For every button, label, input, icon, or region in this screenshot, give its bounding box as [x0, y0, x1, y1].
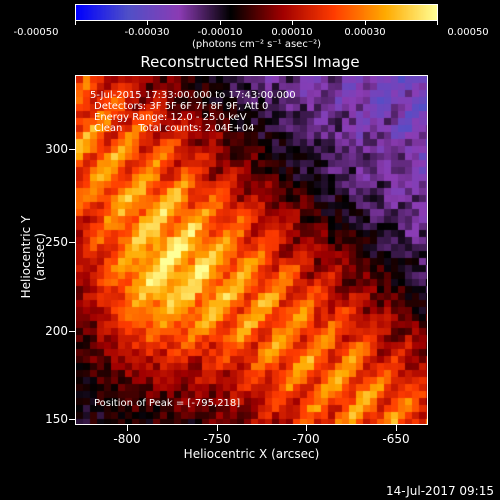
y-tick-label: 150 — [45, 412, 68, 426]
annotation-clean: Clean Total counts: 2.04E+04 — [94, 123, 255, 134]
colorbar-tick-label: -0.00010 — [197, 27, 243, 38]
colorbar-tick-label: 0.00010 — [271, 27, 313, 38]
colorbar-tick-label: 0.00050 — [447, 27, 489, 38]
x-tick — [217, 425, 218, 431]
x-tick — [127, 425, 128, 431]
annotation-peak: Position of Peak = [-795,218] — [94, 398, 241, 409]
y-tick — [69, 331, 75, 332]
y-tick-label: 300 — [45, 142, 68, 156]
colorbar-tick — [220, 21, 221, 25]
colorbar-tick-label: -0.00030 — [124, 27, 170, 38]
colorbar-tick — [147, 21, 148, 25]
colorbar-units: (photons cm⁻² s⁻¹ asec⁻²) — [191, 39, 322, 50]
y-tick-label: 200 — [45, 324, 68, 338]
y-tick — [69, 242, 75, 243]
colorbar-tick — [437, 21, 438, 25]
y-axis-label: Heliocentric Y (arcsec) — [19, 215, 47, 299]
timestamp-footer: 14-Jul-2017 09:15 — [385, 484, 494, 498]
x-tick-label: -650 — [382, 432, 410, 446]
colorbar-tick-label: -0.00050 — [13, 27, 59, 38]
y-tick-label: 250 — [45, 235, 68, 249]
colorbar — [75, 4, 438, 21]
colorbar-tick — [365, 21, 366, 25]
x-tick-label: -750 — [203, 432, 231, 446]
colorbar-tick — [75, 21, 76, 25]
y-tick — [69, 419, 75, 420]
heatmap-image — [76, 76, 427, 424]
annotation-time: 5-Jul-2015 17:33:00.000 to 17:43:00.000 — [90, 90, 296, 101]
x-tick — [306, 425, 307, 431]
x-tick-label: -700 — [292, 432, 320, 446]
x-tick-label: -800 — [113, 432, 141, 446]
x-tick — [396, 425, 397, 431]
x-axis-label: Heliocentric X (arcsec) — [183, 447, 320, 461]
image-plot: 5-Jul-2015 17:33:00.000 to 17:43:00.000 … — [75, 75, 428, 425]
annotation-energy: Energy Range: 12.0 - 25.0 keV — [94, 112, 247, 123]
annotation-detectors: Detectors: 3F 5F 6F 7F 8F 9F, Att 0 — [94, 101, 269, 112]
y-tick — [69, 149, 75, 150]
colorbar-tick-label: 0.00030 — [344, 27, 386, 38]
image-title: Reconstructed RHESSI Image — [140, 53, 360, 71]
colorbar-tick — [292, 21, 293, 25]
